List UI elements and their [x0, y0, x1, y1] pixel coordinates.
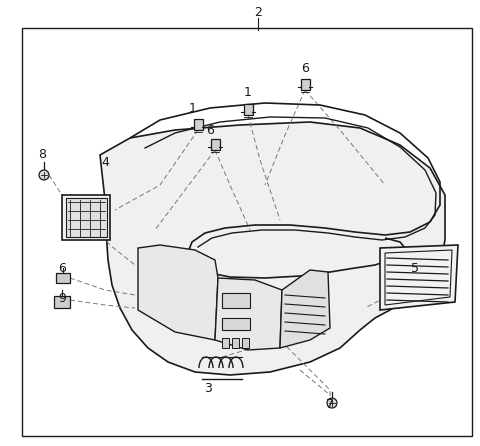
Circle shape — [39, 170, 49, 180]
Bar — [301, 79, 310, 90]
Polygon shape — [138, 245, 218, 340]
Text: 8: 8 — [38, 149, 46, 161]
Polygon shape — [280, 270, 330, 348]
Bar — [54, 296, 70, 308]
Text: 1: 1 — [189, 102, 197, 115]
Bar — [211, 139, 220, 150]
Polygon shape — [100, 122, 445, 375]
Bar — [244, 104, 253, 115]
Bar — [222, 293, 250, 308]
Polygon shape — [215, 278, 282, 350]
Text: 6: 6 — [206, 124, 214, 136]
Bar — [232, 338, 239, 348]
Text: 4: 4 — [101, 157, 109, 169]
Text: 5: 5 — [411, 261, 419, 274]
Text: 6: 6 — [58, 261, 66, 274]
Polygon shape — [66, 198, 107, 237]
Text: 1: 1 — [244, 87, 252, 99]
Polygon shape — [380, 245, 458, 310]
Text: 3: 3 — [204, 381, 212, 395]
Bar — [194, 119, 203, 130]
Text: 9: 9 — [58, 292, 66, 305]
Bar — [222, 338, 229, 348]
Bar — [242, 338, 249, 348]
Text: 2: 2 — [254, 5, 262, 18]
Text: 7: 7 — [326, 398, 334, 412]
Text: 6: 6 — [301, 62, 309, 74]
Circle shape — [327, 398, 337, 408]
Polygon shape — [62, 195, 110, 240]
Bar — [56, 273, 70, 283]
Bar — [222, 318, 250, 330]
